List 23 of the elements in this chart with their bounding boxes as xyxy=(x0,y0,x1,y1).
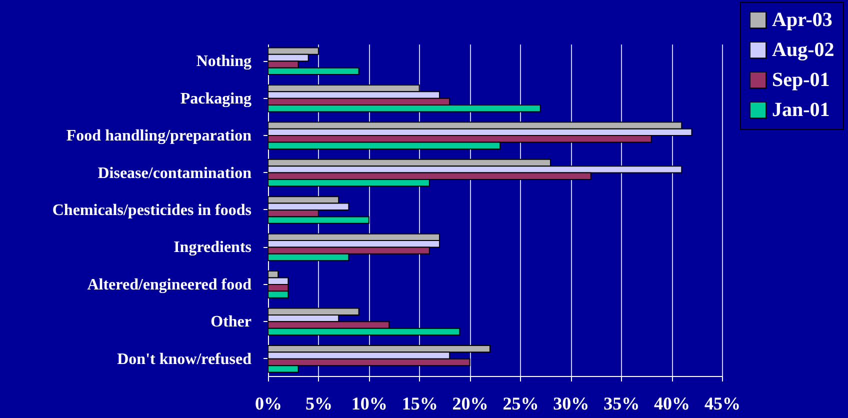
x-tick-label: 10% xyxy=(351,394,388,414)
x-tick-label: 5% xyxy=(305,394,332,414)
legend-label: Jan-01 xyxy=(772,99,830,121)
x-tick-label: 30% xyxy=(553,394,590,414)
x-tick-label: 15% xyxy=(402,394,438,414)
y-tick-label: Chemicals/pesticides in foods xyxy=(52,202,252,219)
x-tick-label: 35% xyxy=(604,394,640,414)
y-tick-label: Nothing xyxy=(196,53,252,70)
legend-label: Sep-01 xyxy=(772,69,830,91)
y-tick-label: Packaging xyxy=(180,90,252,108)
legend-label: Apr-03 xyxy=(772,9,832,31)
x-tick-label: 45% xyxy=(704,394,740,414)
y-tick-label: Food handling/preparation xyxy=(66,128,252,145)
x-tick-label: 25% xyxy=(502,394,539,414)
y-tick-label: Don't know/refused xyxy=(117,350,252,368)
y-tick-label: Other xyxy=(210,314,252,331)
x-tick-label: 0% xyxy=(255,394,282,414)
x-tick-label: 20% xyxy=(452,394,488,414)
y-tick-label: Altered/engineered food xyxy=(87,276,252,294)
x-tick-label: 40% xyxy=(654,394,690,414)
legend-label: Aug-02 xyxy=(772,39,834,61)
y-tick-label: Disease/contamination xyxy=(98,164,252,182)
y-tick-label: Ingredients xyxy=(174,239,252,256)
